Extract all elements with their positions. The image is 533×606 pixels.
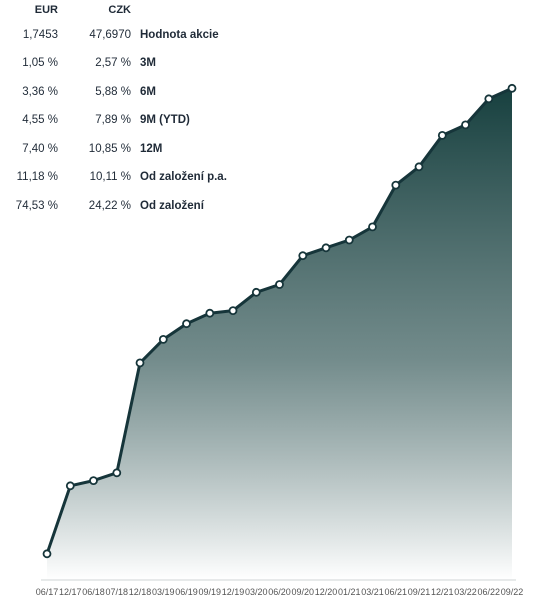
row-label: 6M — [140, 86, 156, 98]
data-point — [251, 287, 261, 297]
data-point — [507, 83, 517, 93]
czk-value: 5,88 % — [95, 86, 131, 98]
row-label: Hodnota akcie — [140, 29, 219, 41]
x-tick-label: 06/17 — [36, 587, 59, 597]
data-point — [437, 130, 447, 140]
data-point — [321, 243, 331, 253]
x-tick-label: 09/21 — [408, 587, 431, 597]
x-tick-label: 12/20 — [315, 587, 338, 597]
data-point — [112, 468, 122, 478]
eur-header: EUR — [34, 4, 58, 16]
x-tick-label: 03/20 — [245, 587, 268, 597]
row-label: 12M — [140, 143, 163, 155]
x-tick-label: 07/18 — [106, 587, 129, 597]
data-point — [298, 251, 308, 261]
area-fill — [47, 88, 512, 581]
data-point — [391, 180, 401, 190]
table-row: 1,7453 47,6970 Hodnota akcie — [0, 29, 533, 45]
czk-value: 24,22 % — [88, 200, 131, 212]
x-tick-label: 12/19 — [222, 587, 245, 597]
x-tick-label: 09/19 — [199, 587, 222, 597]
x-tick-label: 06/22 — [478, 587, 501, 597]
data-point — [368, 222, 377, 232]
x-tick-label: 06/20 — [268, 587, 291, 597]
series-markers — [42, 83, 517, 559]
data-point — [484, 94, 494, 104]
eur-value: 1,05 % — [22, 57, 58, 69]
data-point — [461, 120, 470, 130]
czk-value: 7,89 % — [95, 114, 131, 126]
eur-value: 74,53 % — [15, 200, 58, 212]
x-tick-label: 06/19 — [175, 587, 198, 597]
x-tick-label: 12/21 — [431, 587, 454, 597]
data-point — [65, 481, 75, 491]
data-point — [158, 334, 168, 344]
row-label: Od založení p.a. — [140, 171, 227, 183]
x-tick-label: 06/18 — [82, 587, 105, 597]
x-tick-label: 12/18 — [129, 587, 152, 597]
data-point — [42, 549, 52, 559]
row-label: 3M — [140, 57, 156, 69]
x-tick-label: 01/21 — [338, 587, 361, 597]
data-point — [414, 162, 424, 172]
data-point — [135, 358, 145, 368]
x-tick-label: 03/21 — [361, 587, 384, 597]
data-point — [344, 235, 354, 245]
data-point — [228, 306, 238, 316]
czk-header: CZK — [108, 4, 131, 16]
x-tick-label: 09/22 — [501, 587, 524, 597]
data-point — [182, 319, 191, 329]
row-label: Od založení — [140, 200, 204, 212]
table-row: 1,05 % 2,57 % 3M — [0, 57, 533, 73]
eur-value: 4,55 % — [22, 114, 58, 126]
row-label: 9M (YTD) — [140, 114, 190, 126]
eur-value: 1,7453 — [22, 29, 58, 41]
data-point — [275, 280, 284, 289]
czk-value: 2,57 % — [95, 57, 131, 69]
eur-value: 7,40 % — [22, 143, 58, 155]
x-tick-label: 03/19 — [152, 587, 175, 597]
x-tick-label: 12/17 — [59, 587, 82, 597]
data-point — [89, 476, 98, 486]
czk-value: 10,85 % — [88, 143, 131, 155]
czk-value: 10,11 % — [89, 171, 131, 183]
table-row: 3,36 % 5,88 % 6M — [0, 86, 533, 102]
eur-value: 11,18 % — [16, 171, 58, 183]
data-point — [205, 308, 215, 318]
x-axis-ticks: 06/17 12/17 06/18 07/18 12/18 03/19 06/19 09/19… — [36, 587, 524, 597]
czk-value: 47,6970 — [89, 29, 131, 41]
x-tick-label: 06/21 — [385, 587, 408, 597]
x-tick-label: 03/22 — [454, 587, 477, 597]
table-row: 4,55 % 7,89 % 9M (YTD) — [0, 114, 533, 130]
eur-value: 3,36 % — [22, 86, 58, 98]
table-row: 74,53 % 24,22 % Od založení — [0, 200, 533, 216]
x-tick-label: 09/20 — [292, 587, 315, 597]
table-row: 7,40 % 10,85 % 12M — [0, 143, 533, 159]
table-row: 11,18 % 10,11 % Od založení p.a. — [0, 171, 533, 187]
